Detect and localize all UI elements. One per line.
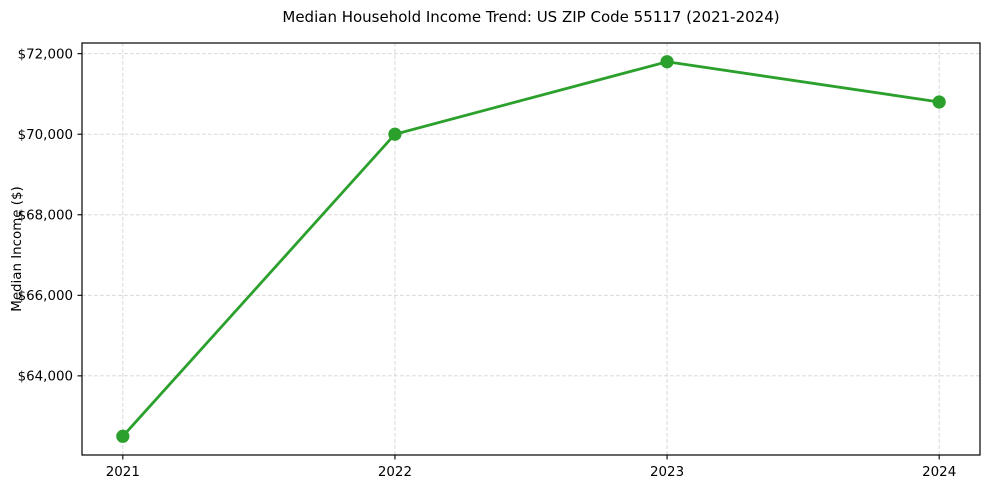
y-tick-label: $72,000 [18,47,73,62]
y-axis-label: Median Income ($) [10,186,25,311]
y-tick-label: $70,000 [18,128,73,143]
data-point-marker [932,95,946,109]
x-tick-label: 2023 [650,465,684,480]
chart-title: Median Household Income Trend: US ZIP Co… [282,8,779,26]
gridlines [82,43,980,455]
x-tick-label: 2021 [106,465,140,480]
y-tick-label: $64,000 [18,369,73,384]
trend-line [121,60,941,438]
y-tick-label: $66,000 [18,289,73,304]
data-point-marker [660,55,674,69]
axes [77,42,981,460]
tick-labels: 2021 2022 2023 2024 $64,000 $66,000 $68,000 $70… [18,47,957,480]
x-tick-label: 2024 [922,465,956,480]
data-point-marker [388,127,402,141]
x-tick-label: 2022 [378,465,412,480]
data-point-marker [116,429,130,443]
y-tick-label: $68,000 [18,208,73,223]
data-series [116,55,946,443]
plot-frame [81,42,981,456]
